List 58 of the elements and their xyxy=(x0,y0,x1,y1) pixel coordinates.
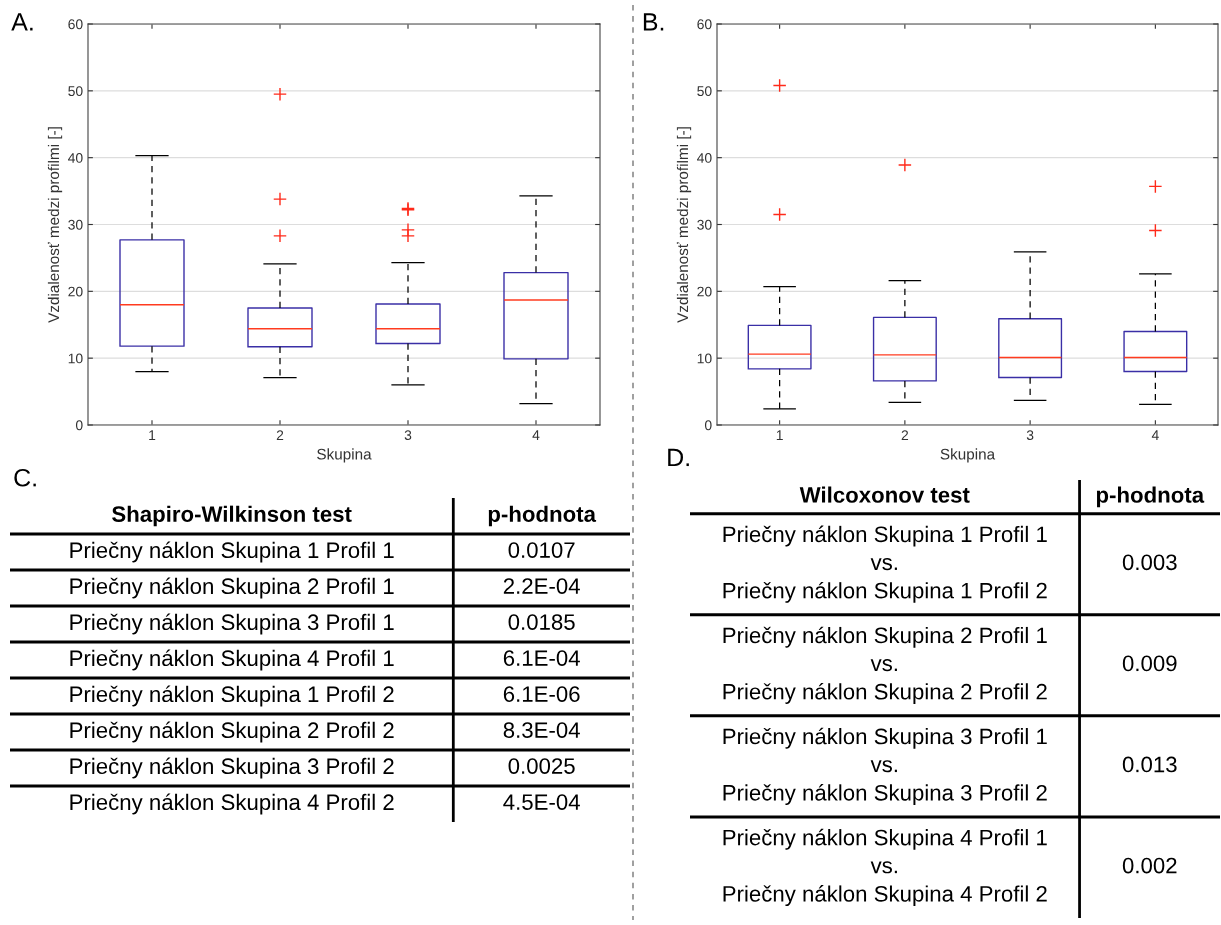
text: D. xyxy=(668,448,689,467)
text: Priečny náklon Skupina 1 Profil 2 xyxy=(70,685,394,707)
text: Priečny náklon Skupina 2 Profil 1 xyxy=(70,577,394,599)
x-axis-title: Skupina xyxy=(317,448,372,463)
text: Priečny náklon Skupina 3 Profil 1 xyxy=(70,613,394,635)
y-axis-title: Vzdialenosť medzi profilmi [-] xyxy=(676,127,692,323)
y-tick-label: 20 xyxy=(697,286,712,297)
y-tick-label: 40 xyxy=(68,153,83,163)
text: 0.003 xyxy=(1122,554,1177,571)
text: Priečny náklon Skupina 2 Profil 1 vs. Priečny náklon Skupina 2 Profil 2 xyxy=(723,626,1047,704)
text: Priečny náklon Skupina 4 Profil 2 xyxy=(70,793,394,815)
text: 4.5E-04 xyxy=(503,794,580,810)
y-tick-label: 30 xyxy=(697,219,712,230)
y-tick-label: 30 xyxy=(68,219,83,230)
y-tick-label: 60 xyxy=(697,19,712,30)
text: Priečny náklon Skupina 4 Profil 1 vs. Priečny náklon Skupina 4 Profil 2 xyxy=(723,828,1047,907)
chart-title: A. xyxy=(11,13,33,31)
y-tick-label: 40 xyxy=(697,153,712,163)
x-tick-label: 3 xyxy=(404,430,412,441)
text: Priečny náklon Skupina 1 Profil 1 vs. Priečny náklon Skupina 1 Profil 2 xyxy=(723,525,1047,603)
x-tick-label: 1 xyxy=(776,430,783,440)
text: 0.0025 xyxy=(508,758,575,774)
text: 6.1E-04 xyxy=(503,650,580,666)
x-tick-label: 1 xyxy=(149,430,156,440)
text: Shapiro-Wilkinson test xyxy=(112,505,352,527)
text: Priečny náklon Skupina 1 Profil 1 xyxy=(70,541,394,563)
y-tick-label: 50 xyxy=(68,86,83,96)
y-tick-label: 50 xyxy=(697,86,712,96)
text: Priečny náklon Skupina 4 Profil 1 xyxy=(70,649,394,671)
text: 8.3E-04 xyxy=(503,722,580,738)
text: 6.1E-06 xyxy=(503,686,580,702)
x-tick-label: 4 xyxy=(532,430,540,440)
text: Priečny náklon Skupina 2 Profil 2 xyxy=(70,721,394,743)
y-tick-label: 10 xyxy=(68,353,83,364)
x-axis-title: Skupina xyxy=(940,448,996,463)
x-tick-label: 2 xyxy=(276,430,284,440)
text: p-hodnota xyxy=(1096,486,1205,508)
x-tick-label: 3 xyxy=(1026,430,1034,441)
text: 0.0107 xyxy=(508,542,575,558)
text: 0.013 xyxy=(1122,756,1177,773)
y-axis-title: Vzdialenosť medzi profilmi [-] xyxy=(47,127,63,323)
text: p-hodnota xyxy=(488,505,597,527)
text: C. xyxy=(14,468,36,487)
y-tick-label: 60 xyxy=(68,19,83,30)
text: 2.2E-04 xyxy=(503,578,580,594)
text: Priečny náklon Skupina 3 Profil 2 xyxy=(70,757,394,779)
text: Priečny náklon Skupina 3 Profil 1 vs. Priečny náklon Skupina 3 Profil 2 xyxy=(723,727,1047,806)
y-tick-label: 0 xyxy=(75,420,83,431)
y-tick-label: 0 xyxy=(704,420,712,431)
x-tick-label: 4 xyxy=(1151,430,1159,440)
x-tick-label: 2 xyxy=(901,430,909,440)
y-tick-label: 20 xyxy=(68,286,83,297)
text: 0.002 xyxy=(1122,857,1177,874)
text: 0.009 xyxy=(1122,655,1177,672)
text: Wilcoxonov test xyxy=(799,486,970,503)
text: 0.0185 xyxy=(508,614,575,630)
chart-title: B. xyxy=(643,13,664,31)
y-tick-label: 10 xyxy=(697,353,712,364)
